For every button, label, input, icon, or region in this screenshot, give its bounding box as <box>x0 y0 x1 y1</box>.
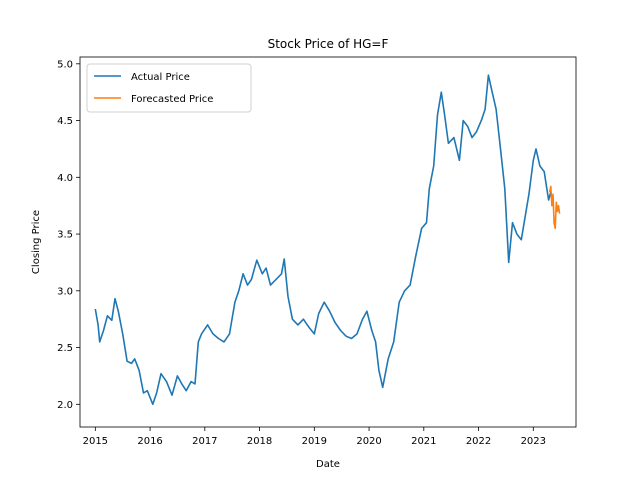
x-tick-label: 2021 <box>411 436 436 447</box>
legend-label-forecast: Forecasted Price <box>131 94 213 105</box>
x-tick-label: 2015 <box>83 436 108 447</box>
x-tick-label: 2018 <box>247 436 272 447</box>
y-tick-label: 2.0 <box>57 400 73 411</box>
series-line-actual-price <box>94 74 552 406</box>
x-tick-label: 2016 <box>137 436 162 447</box>
y-tick-label: 4.0 <box>57 173 73 184</box>
y-tick-label: 5.0 <box>57 59 73 70</box>
x-tick-label: 2019 <box>302 436 327 447</box>
chart-title: Stock Price of HG=F <box>268 37 389 51</box>
x-tick-label: 2017 <box>192 436 217 447</box>
legend-label-actual: Actual Price <box>131 72 190 83</box>
x-tick-label: 2020 <box>356 436 381 447</box>
y-axis: 2.0 2.5 3.0 3.5 4.0 4.5 5.0 <box>57 59 80 411</box>
series-layer <box>94 74 561 406</box>
x-tick-label: 2023 <box>521 436 546 447</box>
x-tick-label: 2022 <box>466 436 491 447</box>
x-axis-label: Date <box>316 459 340 470</box>
y-tick-label: 3.0 <box>57 286 73 297</box>
y-tick-label: 4.5 <box>57 116 73 127</box>
x-axis: 2015 2016 2017 2018 2019 2020 2021 2022 2023 <box>83 427 546 447</box>
y-axis-label: Closing Price <box>31 210 42 274</box>
legend-box <box>86 63 252 113</box>
plot-area <box>79 56 577 428</box>
y-tick-label: 3.5 <box>57 230 73 241</box>
legend: Actual Price Forecasted Price <box>86 63 252 113</box>
series-line-forecasted-price <box>548 185 561 230</box>
y-tick-label: 2.5 <box>57 343 73 354</box>
